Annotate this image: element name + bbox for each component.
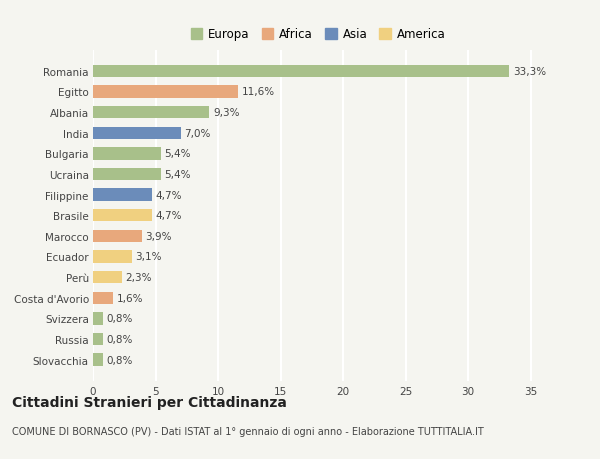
Text: 11,6%: 11,6% (242, 87, 275, 97)
Bar (93, 292, 113, 304)
Text: 4,7%: 4,7% (155, 190, 182, 200)
Text: 0,8%: 0,8% (107, 313, 133, 324)
Bar (93, 127, 181, 140)
Bar (93, 271, 122, 284)
Bar (93, 251, 132, 263)
Text: 33,3%: 33,3% (513, 67, 546, 77)
Text: 2,3%: 2,3% (125, 273, 152, 282)
Bar (93, 230, 142, 242)
Text: 5,4%: 5,4% (164, 169, 191, 179)
Text: 9,3%: 9,3% (213, 108, 239, 118)
Bar (93, 106, 209, 119)
Text: 4,7%: 4,7% (155, 211, 182, 221)
Text: 0,8%: 0,8% (107, 334, 133, 344)
Text: 3,1%: 3,1% (136, 252, 162, 262)
Text: 3,9%: 3,9% (146, 231, 172, 241)
Bar (93, 148, 161, 160)
Bar (93, 313, 103, 325)
Bar (93, 189, 152, 202)
Bar (93, 66, 509, 78)
Bar (93, 168, 161, 181)
Bar (93, 333, 103, 345)
Text: 7,0%: 7,0% (184, 129, 211, 139)
Bar (93, 86, 238, 98)
Text: 5,4%: 5,4% (164, 149, 191, 159)
Text: Cittadini Stranieri per Cittadinanza: Cittadini Stranieri per Cittadinanza (12, 395, 287, 409)
Bar (93, 210, 152, 222)
Text: 0,8%: 0,8% (107, 355, 133, 365)
Text: 1,6%: 1,6% (117, 293, 143, 303)
Bar (93, 353, 103, 366)
Legend: Europa, Africa, Asia, America: Europa, Africa, Asia, America (191, 28, 445, 41)
Text: COMUNE DI BORNASCO (PV) - Dati ISTAT al 1° gennaio di ogni anno - Elaborazione T: COMUNE DI BORNASCO (PV) - Dati ISTAT al … (12, 426, 484, 436)
